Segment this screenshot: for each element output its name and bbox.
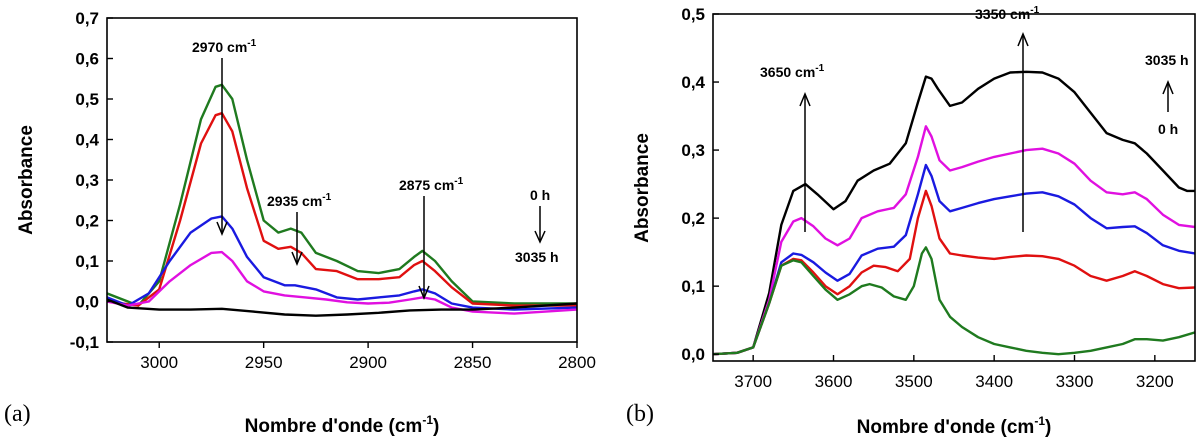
annotation-3350: 3350 cm-1 <box>975 5 1040 22</box>
y-tick-label: 0,4 <box>681 73 705 92</box>
x-tick-label: 3700 <box>734 372 772 391</box>
series-line-a-black <box>107 298 577 317</box>
axis-ticks-b: 3700 3600 3500 3400 3300 3200 0,0 0,1 0,2 0,3 0,4 0… <box>681 5 1173 391</box>
series-line-b-black <box>713 70 1195 356</box>
series-group-a <box>107 83 577 317</box>
y-tick-label: 0,4 <box>75 131 99 150</box>
annotation-2935: 2935 cm-1 <box>267 192 332 209</box>
x-tick-label: 3600 <box>815 372 853 391</box>
series-line-a-blue <box>107 215 577 311</box>
y-tick-label: 0,5 <box>75 90 99 109</box>
y-tick-label: 0,0 <box>75 293 99 312</box>
arrow-2970-head <box>216 221 228 236</box>
y-tick-label: 0,2 <box>681 209 705 228</box>
y-tick-label: -0,1 <box>70 333 99 352</box>
x-tick-label: 3300 <box>1056 372 1094 391</box>
y-tick-label: 0,1 <box>681 277 705 296</box>
x-tick-label: 3500 <box>895 372 933 391</box>
y-tick-label: 0,2 <box>75 212 99 231</box>
plot-frame-a <box>106 17 578 343</box>
chart-panel-a: 3000 2950 2900 2850 2800 -0,1 0,0 0,1 0,2 0,3 0,4 0… <box>4 9 596 437</box>
y-tick-label: 0,7 <box>75 9 99 28</box>
x-tick-label: 3000 <box>140 353 178 372</box>
legend-end-a: 3035 h <box>515 249 559 265</box>
legend-start-b: 0 h <box>1158 121 1178 137</box>
x-tick-label: 3400 <box>975 372 1013 391</box>
series-line-b-red <box>713 189 1195 356</box>
series-line-a-magenta <box>107 250 577 315</box>
y-tick-label: 0,5 <box>681 5 705 24</box>
panel-label-a: (a) <box>4 401 31 427</box>
y-tick-label: 0,6 <box>75 50 99 69</box>
arrow-3650-head <box>799 92 811 107</box>
legend-end-b: 3035 h <box>1145 52 1189 68</box>
y-tick-label: 0,0 <box>681 345 705 364</box>
series-line-b-green <box>713 246 1195 356</box>
series-line-b-blue <box>713 163 1195 356</box>
x-tick-label: 2950 <box>245 353 283 372</box>
axis-ticks-a: 3000 2950 2900 2850 2800 -0,1 0,0 0,1 0,2 0,3 0,4 0… <box>70 9 596 372</box>
legend-arrow-b-head <box>1162 80 1174 95</box>
legend-arrow-a-head <box>534 230 546 244</box>
y-axis-label-a: Absorbance <box>16 125 37 235</box>
arrow-2875-head <box>418 285 430 300</box>
annotation-2970: 2970 cm-1 <box>192 38 257 55</box>
annotation-3650: 3650 cm-1 <box>760 63 825 80</box>
series-line-b-magenta <box>713 125 1195 356</box>
y-tick-label: 0,3 <box>75 171 99 190</box>
x-tick-label: 3200 <box>1136 372 1174 391</box>
y-tick-label: 0,1 <box>75 252 99 271</box>
chart-panel-b: 3700 3600 3500 3400 3300 3200 0,0 0,1 0,2 0,3 0,4 0… <box>626 5 1196 438</box>
arrow-2935-head <box>291 251 303 266</box>
x-tick-label: 2800 <box>558 353 596 372</box>
x-tick-label: 2900 <box>349 353 387 372</box>
y-axis-label-b: Absorbance <box>632 133 653 243</box>
panel-label-b: (b) <box>626 401 654 427</box>
plot-frame-b <box>712 13 1196 362</box>
series-group-b <box>713 70 1195 356</box>
y-tick-label: 0,3 <box>681 141 705 160</box>
annotation-2875: 2875 cm-1 <box>399 176 464 193</box>
x-tick-label: 2850 <box>454 353 492 372</box>
x-axis-label-b: Nombre d'onde (cm-1) <box>857 414 1052 438</box>
x-axis-label-a: Nombre d'onde (cm-1) <box>245 413 440 437</box>
series-line-a-green <box>107 83 577 307</box>
arrow-3350-head <box>1017 32 1029 47</box>
legend-start-a: 0 h <box>530 187 550 203</box>
